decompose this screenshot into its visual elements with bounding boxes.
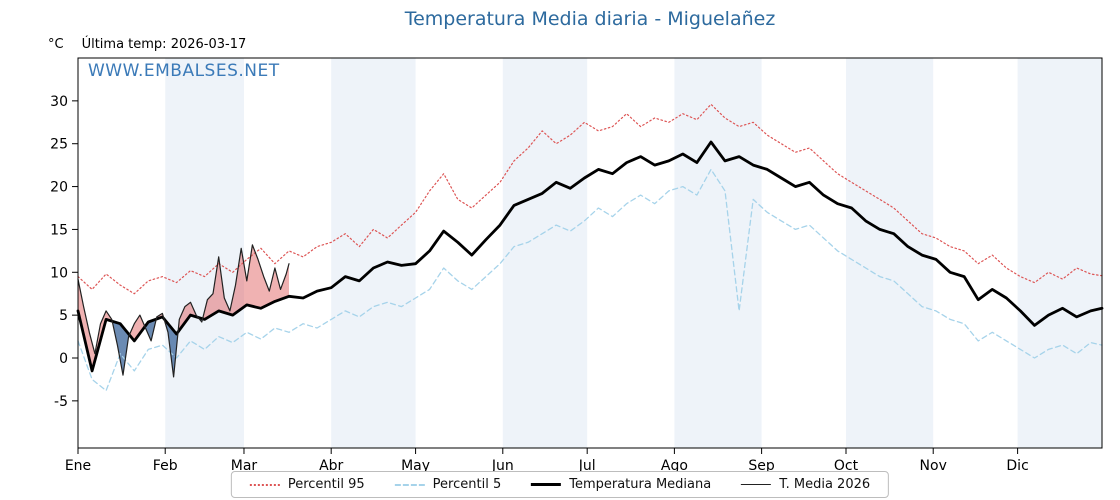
x-tick-label: Dic bbox=[1006, 458, 1028, 474]
x-tick-label: Ene bbox=[65, 458, 91, 474]
legend-label: Percentil 5 bbox=[432, 477, 502, 492]
x-tick-label: Abr bbox=[319, 458, 343, 474]
fill-above-median bbox=[129, 315, 145, 341]
x-tick-label: Mar bbox=[231, 458, 258, 474]
y-tick-label: 15 bbox=[50, 222, 68, 238]
percentil-95-line-sample-icon bbox=[249, 483, 280, 486]
plot-frame bbox=[77, 57, 1103, 449]
x-tick-label: Nov bbox=[920, 458, 947, 474]
month-band bbox=[331, 58, 416, 448]
legend-label: Percentil 95 bbox=[287, 477, 365, 492]
series-line-percentil-5 bbox=[77, 168, 1103, 392]
y-tick-label: 25 bbox=[50, 137, 68, 153]
chart-legend: Percentil 95 Percentil 5 Temperatura Med… bbox=[230, 471, 890, 498]
x-tick-label: May bbox=[401, 458, 430, 474]
x-tick-label: Ago bbox=[661, 458, 688, 474]
fill-above-median bbox=[202, 244, 289, 320]
month-band bbox=[502, 58, 588, 448]
y-axis-unit-label: °C bbox=[48, 37, 64, 52]
fill-above-median bbox=[78, 279, 113, 371]
media-2026-line-sample-icon bbox=[741, 484, 772, 485]
watermark-text: WWW.EMBALSES.NET bbox=[88, 61, 280, 81]
series-line-percentil-95 bbox=[77, 103, 1103, 295]
x-tick-label: Sep bbox=[748, 458, 775, 474]
y-tick-label: 10 bbox=[50, 265, 68, 281]
y-tick-label: 20 bbox=[50, 180, 68, 196]
legend-item-mediana: Temperatura Mediana bbox=[531, 477, 711, 492]
last-temp-label: Última temp: 2026-03-17 bbox=[81, 37, 247, 52]
x-tick-label: Oct bbox=[834, 458, 859, 474]
mediana-line-sample-icon bbox=[531, 483, 562, 486]
y-tick-label: -5 bbox=[54, 394, 68, 410]
series-line-t-media-2026 bbox=[77, 244, 290, 378]
legend-item-percentil-95: Percentil 95 bbox=[249, 477, 365, 492]
legend-label: T. Media 2026 bbox=[779, 477, 871, 492]
y-tick-label: 0 bbox=[59, 351, 68, 367]
legend-label: Temperatura Mediana bbox=[569, 477, 712, 492]
x-tick-label: Jul bbox=[578, 458, 596, 474]
series-line-temperatura-mediana bbox=[76, 140, 1104, 373]
y-tick-label: 5 bbox=[59, 308, 68, 324]
legend-item-percentil-5: Percentil 5 bbox=[394, 477, 502, 492]
chart-subheader: °C Última temp: 2026-03-17 bbox=[48, 37, 246, 52]
y-tick-label: 30 bbox=[50, 94, 68, 110]
x-tick-label: Feb bbox=[153, 458, 178, 474]
chart-title: Temperatura Media diaria - Miguelañez bbox=[404, 8, 776, 30]
legend-item-media-2026: T. Media 2026 bbox=[741, 477, 870, 492]
percentil-5-line-sample-icon bbox=[394, 483, 425, 486]
x-tick-label: Jun bbox=[491, 458, 514, 474]
month-band bbox=[165, 58, 244, 448]
month-band bbox=[674, 58, 762, 448]
fill-below-median bbox=[112, 321, 130, 376]
month-band bbox=[1017, 58, 1102, 448]
